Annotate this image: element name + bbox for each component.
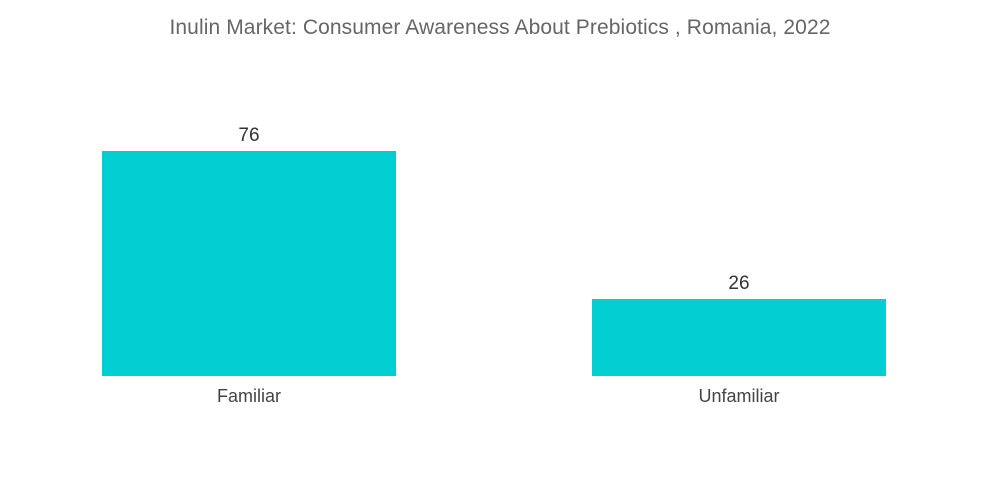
x-tick-label-familiar: Familiar [217,386,281,406]
value-label-familiar: 76 [238,125,259,146]
x-tick-labels-group: Familiar Unfamiliar [217,386,780,406]
x-tick-label-unfamiliar: Unfamiliar [698,386,779,406]
bar-unfamiliar [592,299,886,376]
chart-title: Inulin Market: Consumer Awareness About … [169,16,831,39]
value-label-unfamiliar: 26 [728,273,749,294]
value-labels-group: 76 26 [238,125,749,294]
bar-familiar [102,151,396,376]
bars-group [102,151,886,376]
